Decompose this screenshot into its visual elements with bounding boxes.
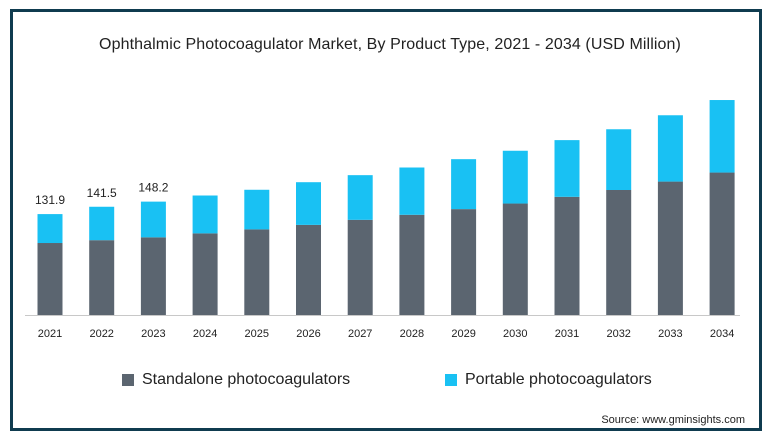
bar-standalone-2024: [192, 233, 218, 315]
chart-frame: [10, 9, 762, 431]
bar-portable-2031: [554, 140, 580, 197]
bar-standalone-2025: [244, 229, 270, 315]
x-tick-label-2033: 2033: [658, 328, 682, 340]
bar-standalone-2028: [399, 214, 425, 315]
bar-portable-2024: [192, 195, 218, 234]
x-tick-label-2034: 2034: [710, 328, 734, 340]
bar-portable-2032: [606, 129, 632, 190]
x-tick-label-2031: 2031: [555, 328, 579, 340]
x-tick-label-2024: 2024: [193, 328, 217, 340]
bar-portable-2023: [140, 201, 166, 238]
bar-portable-2030: [502, 150, 528, 204]
bar-portable-2022: [89, 206, 115, 241]
bar-standalone-2034: [709, 172, 735, 315]
bar-standalone-2032: [606, 189, 632, 315]
bar-standalone-2031: [554, 196, 580, 315]
chart-title: Ophthalmic Photocoagulator Market, By Pr…: [99, 36, 681, 53]
x-tick-label-2032: 2032: [606, 328, 630, 340]
bar-portable-2029: [451, 159, 477, 210]
bar-portable-2025: [244, 189, 270, 230]
bar-standalone-2033: [657, 181, 683, 315]
data-label-2023: 148.2: [138, 181, 168, 195]
x-tick-label-2027: 2027: [348, 328, 372, 340]
bar-standalone-2023: [140, 237, 166, 315]
legend-item-standalone: Standalone photocoagulators: [122, 371, 350, 389]
bar-standalone-2021: [37, 243, 63, 315]
data-label-2022: 141.5: [87, 186, 117, 200]
bar-standalone-2022: [89, 240, 115, 315]
bar-portable-2034: [709, 100, 735, 173]
x-tick-label-2026: 2026: [296, 328, 320, 340]
bar-standalone-2026: [296, 224, 321, 315]
x-tick-label-2030: 2030: [503, 328, 527, 340]
bar-portable-2021: [37, 214, 63, 244]
x-tick-label-2021: 2021: [38, 328, 62, 340]
bar-portable-2028: [399, 167, 425, 215]
bar-standalone-2030: [502, 203, 528, 315]
source-note: Source: www.gminsights.com: [601, 414, 745, 426]
legend-item-portable: Portable photocoagulators: [445, 371, 652, 389]
legend: Standalone photocoagulators Portable pho…: [0, 371, 780, 393]
legend-label-portable: Portable photocoagulators: [465, 371, 652, 388]
bar-portable-2033: [657, 115, 683, 182]
x-tick-label-2025: 2025: [245, 328, 269, 340]
x-tick-label-2023: 2023: [141, 328, 165, 340]
bar-portable-2026: [296, 182, 321, 225]
x-tick-label-2029: 2029: [451, 328, 475, 340]
legend-swatch-portable: [445, 374, 457, 386]
bar-portable-2027: [347, 175, 373, 220]
legend-swatch-standalone: [122, 374, 134, 386]
bar-standalone-2029: [451, 209, 477, 315]
data-label-2021: 131.9: [35, 193, 65, 207]
legend-label-standalone: Standalone photocoagulators: [142, 371, 351, 388]
bar-standalone-2027: [347, 219, 373, 315]
x-tick-label-2022: 2022: [89, 328, 113, 340]
x-tick-label-2028: 2028: [400, 328, 424, 340]
